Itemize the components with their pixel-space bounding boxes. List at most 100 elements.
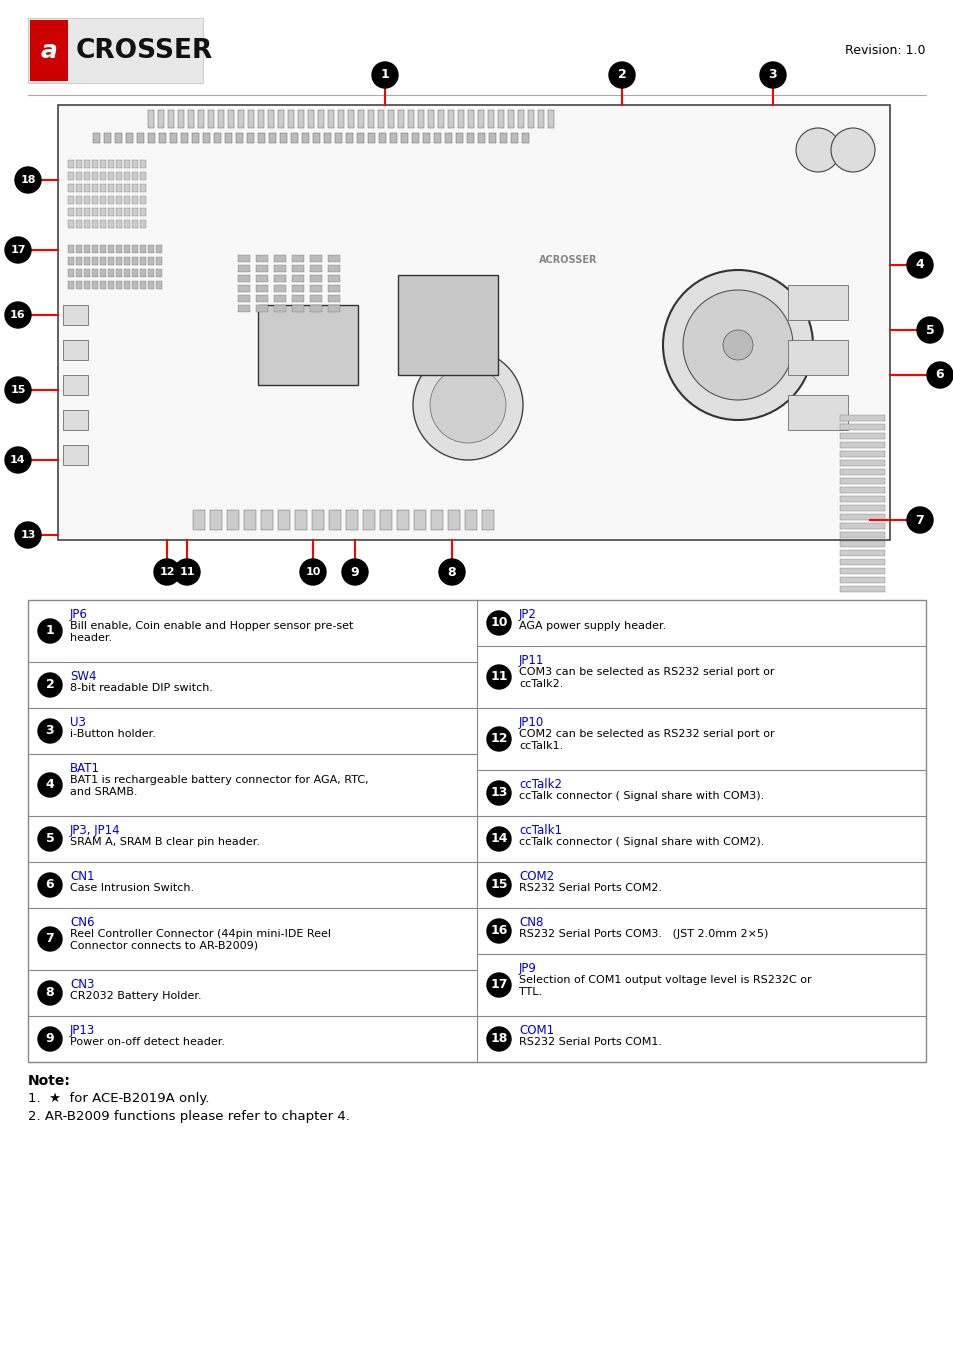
Text: 13: 13 <box>490 787 507 799</box>
Bar <box>58 105 889 540</box>
Bar <box>108 196 113 204</box>
Bar <box>499 134 506 143</box>
Bar <box>277 109 284 128</box>
Text: CROSSER: CROSSER <box>76 38 213 63</box>
Bar <box>329 510 340 531</box>
Bar <box>116 161 122 167</box>
Bar <box>91 196 98 204</box>
Bar <box>467 134 474 143</box>
Bar <box>100 269 106 277</box>
Text: Note:: Note: <box>28 1075 71 1088</box>
Bar <box>228 109 233 128</box>
Circle shape <box>486 1027 511 1052</box>
Circle shape <box>926 362 952 387</box>
Circle shape <box>38 774 62 796</box>
Text: Selection of COM1 output voltage level is RS232C or
TTL.: Selection of COM1 output voltage level i… <box>518 975 811 996</box>
Bar <box>68 281 74 289</box>
Bar <box>132 269 138 277</box>
Bar <box>292 265 304 271</box>
Circle shape <box>486 666 511 688</box>
Bar <box>787 396 847 431</box>
Bar <box>68 269 74 277</box>
Bar <box>840 522 884 529</box>
Bar <box>84 281 90 289</box>
Bar <box>210 510 222 531</box>
Bar <box>170 134 177 143</box>
Bar <box>292 255 304 262</box>
Bar <box>348 109 354 128</box>
Circle shape <box>486 873 511 896</box>
Circle shape <box>916 317 942 343</box>
Bar <box>132 244 138 252</box>
Bar <box>400 134 408 143</box>
Bar <box>156 244 162 252</box>
Text: ccTalk connector ( Signal share with COM2).: ccTalk connector ( Signal share with COM… <box>518 837 763 846</box>
Bar <box>108 208 113 216</box>
Bar <box>76 208 82 216</box>
Bar <box>237 285 250 292</box>
Bar <box>247 134 253 143</box>
Bar <box>148 109 153 128</box>
Bar <box>225 134 232 143</box>
Bar <box>140 244 146 252</box>
Bar <box>140 161 146 167</box>
Bar <box>156 281 162 289</box>
Bar <box>108 281 113 289</box>
Bar <box>76 184 82 192</box>
Text: 11: 11 <box>179 567 194 576</box>
Circle shape <box>486 973 511 998</box>
Bar <box>68 244 74 252</box>
Bar <box>100 244 106 252</box>
Bar <box>840 478 884 485</box>
Bar <box>108 161 113 167</box>
Bar <box>68 171 74 180</box>
Text: 10: 10 <box>490 617 507 629</box>
Text: JP11: JP11 <box>518 653 544 667</box>
Circle shape <box>38 720 62 743</box>
Circle shape <box>173 559 200 585</box>
Text: JP9: JP9 <box>518 963 537 975</box>
Text: 12: 12 <box>159 567 174 576</box>
Bar <box>192 134 199 143</box>
Bar <box>116 256 122 265</box>
Circle shape <box>795 128 840 171</box>
Bar <box>292 296 304 302</box>
Bar <box>840 487 884 493</box>
Text: 2: 2 <box>617 69 626 81</box>
Bar <box>132 256 138 265</box>
Text: SW4: SW4 <box>70 670 96 683</box>
Bar <box>237 109 244 128</box>
Bar <box>840 451 884 458</box>
Bar <box>100 208 106 216</box>
Text: 3: 3 <box>46 725 54 737</box>
Bar <box>274 275 286 282</box>
Bar <box>388 109 394 128</box>
Bar <box>181 134 188 143</box>
Bar <box>148 269 153 277</box>
Bar <box>378 134 386 143</box>
Bar <box>481 510 494 531</box>
Bar <box>397 275 497 375</box>
Bar <box>188 109 193 128</box>
Text: JP3, JP14: JP3, JP14 <box>70 824 120 837</box>
Bar <box>255 275 268 282</box>
Bar <box>132 208 138 216</box>
Bar <box>840 495 884 502</box>
Bar <box>237 275 250 282</box>
Bar <box>537 109 543 128</box>
Bar <box>248 109 253 128</box>
Bar <box>91 256 98 265</box>
Bar <box>310 305 322 312</box>
Bar <box>148 281 153 289</box>
Bar <box>91 184 98 192</box>
Bar <box>328 275 339 282</box>
Text: COM2 can be selected as RS232 serial port or
ccTalk1.: COM2 can be selected as RS232 serial por… <box>518 729 774 751</box>
Bar <box>408 109 414 128</box>
Bar <box>840 424 884 431</box>
Bar <box>76 256 82 265</box>
Bar <box>390 134 396 143</box>
Bar <box>840 414 884 421</box>
Bar <box>244 510 255 531</box>
Circle shape <box>722 329 752 360</box>
Text: 1: 1 <box>380 69 389 81</box>
